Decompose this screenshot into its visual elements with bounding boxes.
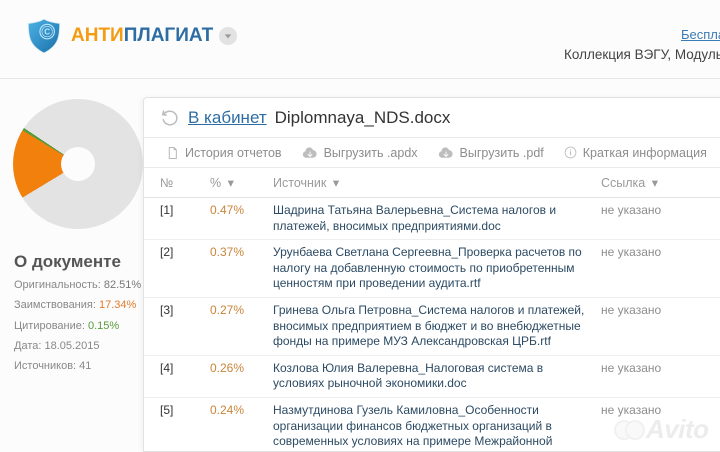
svg-text:C: C bbox=[44, 28, 50, 37]
